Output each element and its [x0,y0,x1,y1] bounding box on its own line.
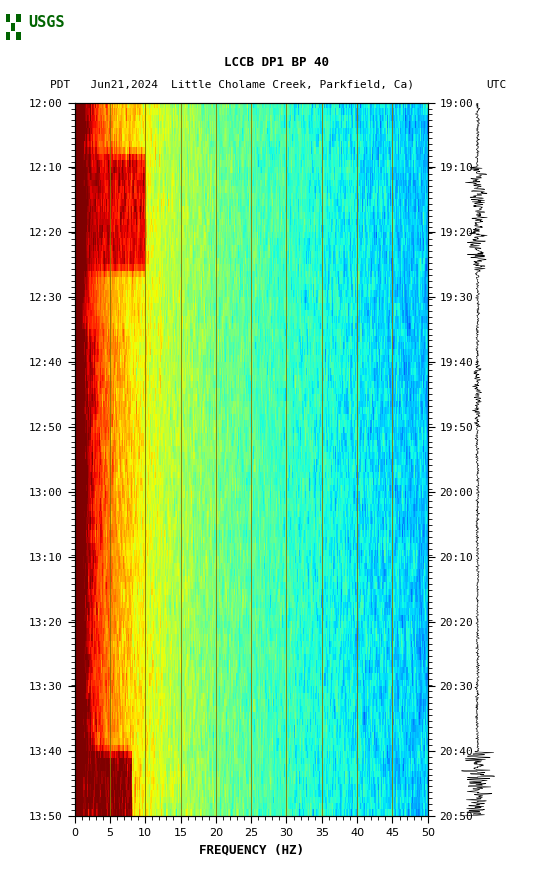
Bar [11,22,15,31]
Bar [6,31,10,40]
Bar [11,13,15,22]
Text: Little Cholame Creek, Parkfield, Ca): Little Cholame Creek, Parkfield, Ca) [171,79,414,90]
X-axis label: FREQUENCY (HZ): FREQUENCY (HZ) [199,844,304,856]
Bar [16,13,21,22]
Text: USGS: USGS [29,15,65,29]
Text: PDT   Jun21,2024: PDT Jun21,2024 [50,79,158,90]
Text: UTC: UTC [486,79,506,90]
Bar [16,31,21,40]
Bar [6,13,10,22]
Bar [16,22,21,31]
Bar [11,31,15,40]
Bar [6,22,10,31]
Text: LCCB DP1 BP 40: LCCB DP1 BP 40 [224,56,328,69]
